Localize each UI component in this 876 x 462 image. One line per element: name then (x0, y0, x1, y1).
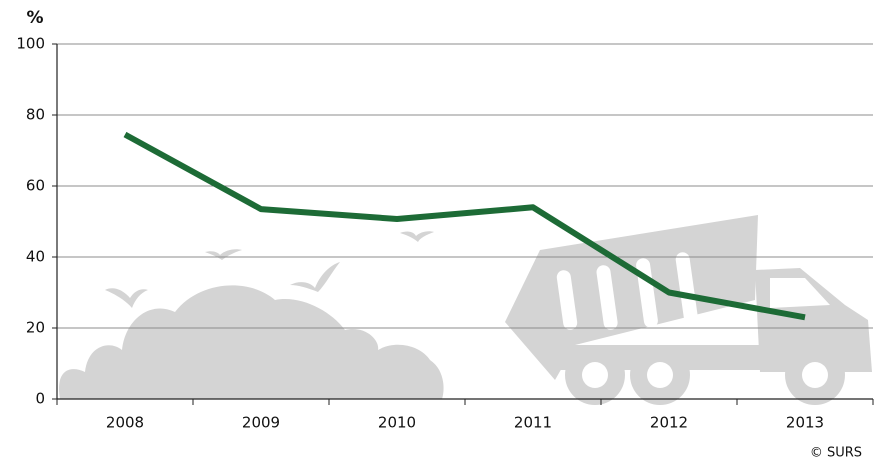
x-tick-label: 2009 (242, 414, 280, 432)
y-axis-label: % (26, 8, 43, 28)
x-tick-label: 2011 (514, 414, 552, 432)
y-tick-label: 100 (16, 35, 45, 53)
source: © SURS (810, 446, 862, 461)
y-tick-label: 60 (26, 177, 45, 195)
chart: % © SURS 0 20 40 60 80 100 2008 2009 2010 2011 201… (0, 0, 876, 462)
x-tick-label: 2010 (378, 414, 416, 432)
y-tick-label: 80 (26, 106, 45, 124)
x-tick-label: 2013 (786, 414, 824, 432)
y-tick-label: 40 (26, 248, 45, 266)
x-tick-label: 2012 (650, 414, 688, 432)
y-tick-label: 0 (35, 390, 45, 408)
x-tick-label: 2008 (106, 414, 144, 432)
y-tick-label: 20 (26, 319, 45, 337)
